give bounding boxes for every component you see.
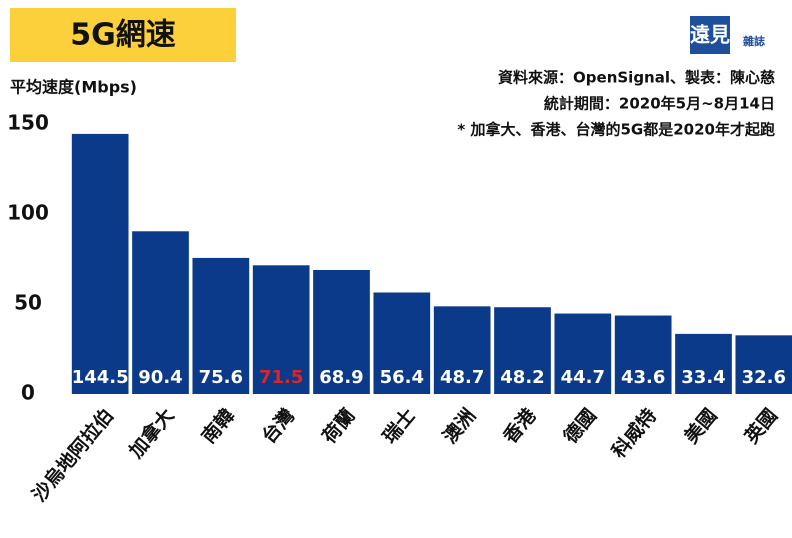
x-tick-label: 美國 (679, 404, 721, 448)
value-label: 48.7 (440, 367, 484, 388)
note: 資料來源：OpenSignal、製表：陳心慈 (498, 69, 775, 87)
y-tick-label: 100 (7, 201, 49, 225)
y-tick-label: 50 (14, 291, 42, 315)
note: * 加拿大、香港、台灣的5G都是2020年才起跑 (457, 121, 775, 139)
x-tick-label: 澳洲 (438, 404, 480, 448)
bar (675, 333, 732, 394)
bar (614, 315, 672, 394)
bar (252, 265, 310, 394)
bar (554, 313, 612, 394)
y-axis-label: 平均速度(Mbps) (10, 78, 137, 97)
x-tick-label: 英國 (740, 404, 782, 448)
value-label: 68.9 (319, 367, 363, 388)
bar (71, 133, 129, 394)
bar (735, 335, 792, 394)
y-tick-label: 0 (21, 381, 35, 405)
x-tick-label: 瑞士 (378, 404, 420, 448)
y-tick-label: 150 (7, 111, 49, 135)
x-tick-label: 沙烏地阿拉伯 (27, 404, 118, 506)
logo-box (690, 16, 730, 54)
bar (433, 306, 491, 394)
value-label: 71.5 (259, 367, 303, 388)
note: 統計期間：2020年5月~8月14日 (544, 95, 775, 113)
bar (132, 231, 189, 394)
logo-main: 遠見 (690, 23, 730, 47)
title-box (10, 8, 236, 62)
value-label: 144.5 (72, 367, 129, 388)
bar (313, 269, 370, 394)
chart-title: 5G網速 (70, 18, 176, 53)
x-tick-label: 德國 (559, 404, 601, 448)
value-label: 44.7 (561, 367, 605, 388)
x-tick-label: 香港 (499, 404, 542, 449)
value-label: 56.4 (380, 367, 424, 388)
x-tick-label: 南韓 (197, 404, 239, 448)
value-label: 90.4 (138, 367, 182, 388)
x-tick-label: 荷蘭 (317, 404, 359, 448)
bar (494, 307, 551, 394)
value-label: 75.6 (199, 367, 243, 388)
value-label: 43.6 (621, 367, 665, 388)
x-tick-label: 加拿大 (124, 404, 179, 463)
bar (192, 257, 250, 394)
bar (373, 292, 431, 394)
value-label: 48.2 (500, 367, 544, 388)
x-tick-label: 台灣 (257, 404, 299, 448)
value-label: 33.4 (681, 367, 725, 388)
logo-sub: 雜誌 (743, 34, 765, 48)
value-label: 32.6 (742, 367, 786, 388)
x-tick-label: 科威特 (607, 404, 661, 462)
